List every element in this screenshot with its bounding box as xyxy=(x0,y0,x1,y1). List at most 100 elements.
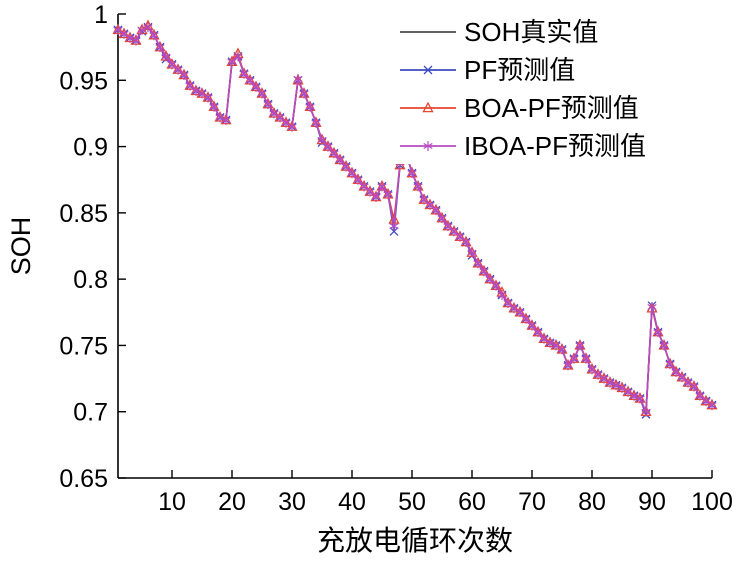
asterisk-marker-icon xyxy=(569,353,579,364)
asterisk-marker-icon xyxy=(563,360,573,371)
asterisk-marker-icon xyxy=(323,141,333,152)
x-tick-label: 90 xyxy=(638,488,666,516)
asterisk-marker-icon xyxy=(587,364,597,375)
x-axis-title: 充放电循环次数 xyxy=(317,525,513,556)
legend: SOH真实值 PF预测值 BOA-PF预测值 IBOA-PF预测值 xyxy=(388,8,720,164)
asterisk-marker-icon xyxy=(173,64,183,75)
asterisk-marker-icon xyxy=(215,112,225,123)
asterisk-marker-icon xyxy=(695,390,705,401)
y-tick-label: 0.7 xyxy=(73,399,108,427)
asterisk-marker-icon xyxy=(431,205,441,216)
asterisk-marker-icon xyxy=(383,189,393,200)
asterisk-marker-icon xyxy=(671,366,681,377)
y-tick-label: 0.85 xyxy=(59,200,108,228)
legend-item-boa-pf: BOA-PF预测值 xyxy=(400,93,639,123)
asterisk-marker-icon xyxy=(377,181,387,192)
legend-item-pf: PF预测值 xyxy=(400,55,575,85)
asterisk-marker-icon xyxy=(635,393,645,404)
asterisk-marker-icon xyxy=(293,73,303,84)
asterisk-marker-icon xyxy=(371,191,381,202)
x-tick-label: 30 xyxy=(278,488,306,516)
asterisk-marker-icon xyxy=(557,344,567,355)
y-tick-label: 0.95 xyxy=(59,67,108,95)
asterisk-marker-icon xyxy=(521,313,531,324)
asterisk-marker-icon xyxy=(359,181,369,192)
asterisk-marker-icon xyxy=(443,221,453,232)
asterisk-marker-icon xyxy=(449,226,459,237)
asterisk-marker-icon xyxy=(227,56,237,67)
asterisk-marker-icon xyxy=(677,372,687,383)
asterisk-marker-icon xyxy=(275,112,285,123)
asterisk-marker-icon xyxy=(143,22,153,33)
asterisk-marker-icon xyxy=(515,307,525,318)
asterisk-marker-icon xyxy=(137,24,147,35)
asterisk-marker-icon xyxy=(491,280,501,291)
x-tick-label: 100 xyxy=(691,488,733,516)
asterisk-marker-icon xyxy=(527,320,537,331)
asterisk-marker-icon xyxy=(473,258,483,269)
asterisk-marker-icon xyxy=(707,400,717,411)
asterisk-marker-icon xyxy=(263,99,273,110)
asterisk-marker-icon xyxy=(161,51,171,62)
asterisk-marker-icon xyxy=(425,199,435,210)
asterisk-marker-icon xyxy=(125,32,135,43)
legend-background xyxy=(388,8,720,164)
asterisk-marker-icon xyxy=(155,42,165,53)
asterisk-marker-icon xyxy=(647,301,657,312)
asterisk-marker-icon xyxy=(605,377,615,388)
asterisk-marker-icon xyxy=(611,380,621,391)
asterisk-marker-icon xyxy=(311,117,321,128)
asterisk-marker-icon xyxy=(629,390,639,401)
asterisk-marker-icon xyxy=(659,340,669,351)
asterisk-marker-icon xyxy=(455,231,465,242)
asterisk-marker-icon xyxy=(131,35,141,46)
asterisk-marker-icon xyxy=(287,121,297,132)
asterisk-marker-icon xyxy=(179,69,189,80)
series-iboa-pf xyxy=(113,22,717,417)
asterisk-marker-icon xyxy=(533,327,543,338)
y-tick-label: 0.75 xyxy=(59,332,108,360)
x-tick-label: 40 xyxy=(338,488,366,516)
asterisk-marker-icon xyxy=(419,194,429,205)
asterisk-marker-icon xyxy=(461,237,471,248)
asterisk-marker-icon xyxy=(335,154,345,165)
asterisk-marker-icon xyxy=(305,101,315,112)
x-tick-label: 60 xyxy=(458,488,486,516)
legend-item-iboa-pf: IBOA-PF预测值 xyxy=(400,131,646,161)
asterisk-marker-icon xyxy=(485,274,495,285)
asterisk-marker-icon xyxy=(347,168,357,179)
asterisk-marker-icon xyxy=(329,148,339,159)
asterisk-marker-icon xyxy=(467,247,477,258)
asterisk-marker-icon xyxy=(209,101,219,112)
x-tick-label: 20 xyxy=(218,488,246,516)
asterisk-marker-icon xyxy=(317,134,327,145)
asterisk-marker-icon xyxy=(575,340,585,351)
y-tick-label: 0.9 xyxy=(73,134,108,162)
asterisk-marker-icon xyxy=(233,51,243,62)
asterisk-marker-icon xyxy=(191,85,201,96)
legend-label: BOA-PF预测值 xyxy=(464,93,639,123)
y-axis-title: SOH xyxy=(6,217,36,276)
y-tick-label: 1 xyxy=(94,1,108,29)
asterisk-marker-icon xyxy=(503,298,513,309)
asterisk-marker-icon xyxy=(423,141,433,151)
asterisk-marker-icon xyxy=(497,290,507,301)
asterisk-marker-icon xyxy=(665,358,675,369)
asterisk-marker-icon xyxy=(353,174,363,185)
asterisk-marker-icon xyxy=(251,81,261,92)
legend-label: IBOA-PF预测值 xyxy=(464,131,646,161)
asterisk-marker-icon xyxy=(581,353,591,364)
y-tick-label: 0.8 xyxy=(73,266,108,294)
y-tick-label: 0.65 xyxy=(59,465,108,493)
x-marker-icon xyxy=(389,226,399,236)
asterisk-marker-icon xyxy=(221,115,231,126)
asterisk-marker-icon xyxy=(299,88,309,99)
x-tick-label: 80 xyxy=(578,488,606,516)
asterisk-marker-icon xyxy=(437,213,447,224)
asterisk-marker-icon xyxy=(167,59,177,70)
triangle-marker-icon xyxy=(422,101,434,113)
x-tick-label: 10 xyxy=(158,488,186,516)
asterisk-marker-icon xyxy=(203,92,213,103)
asterisk-marker-icon xyxy=(149,30,159,41)
